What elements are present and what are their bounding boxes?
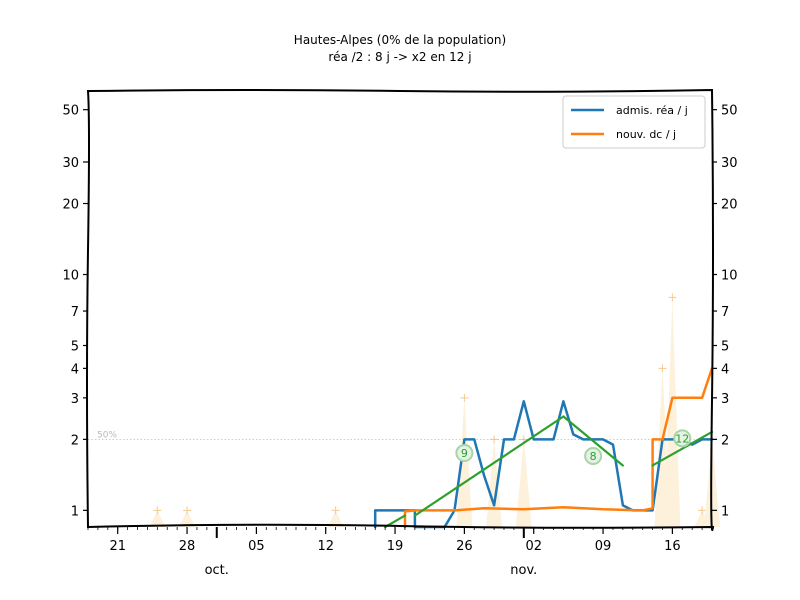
trend-lines-layer: [384, 415, 714, 529]
y-tick-label-right: 30: [721, 156, 738, 171]
y-tick-label-right: 50: [721, 104, 738, 119]
annotation-bubble: [673, 429, 692, 448]
chart-title: Hautes-Alpes (0% de la population): [294, 33, 506, 47]
legend-label-dc: nouv. dc / j: [616, 128, 676, 141]
y-tick-label-left: 2: [71, 433, 79, 448]
y-tick-label-right: 4: [721, 362, 729, 377]
doubling-annotations-layer: 9 8 12: [455, 429, 692, 466]
x-tick-label: 12: [317, 539, 334, 554]
x-tick-label: 19: [387, 539, 404, 554]
trend-line: [562, 415, 624, 467]
raw-value-marker: [668, 293, 677, 302]
raw-value-area: [664, 297, 681, 527]
month-label: nov.: [510, 563, 537, 578]
reference-line-label: 50%: [97, 430, 117, 440]
annotation-bubble: [455, 444, 474, 463]
y-tick-label-right: 5: [721, 340, 729, 355]
raw-value-area: [515, 439, 532, 527]
raw-value-marker: [460, 393, 469, 402]
y-tick-label-left: 5: [71, 340, 79, 355]
y-tick-label-right: 1: [721, 504, 729, 519]
raw-value-marker: [658, 364, 667, 373]
plot-frame: [86, 88, 715, 531]
x-tick-label: 02: [525, 539, 542, 554]
raw-value-area: [327, 510, 344, 527]
raw-value-marker: [153, 506, 162, 515]
annotation-label: 12: [675, 432, 689, 445]
y-tick-label-right: 3: [721, 392, 729, 407]
x-tick-label: 05: [248, 539, 265, 554]
y-tick-label-left: 1: [71, 504, 79, 519]
series-line-1: [403, 367, 714, 529]
chart-subtitle: réa /2 : 8 j -> x2 en 12 j: [328, 50, 471, 64]
raw-value-marker: [331, 506, 340, 515]
raw-value-marker: [698, 506, 707, 515]
annotation-bubble: [584, 447, 603, 466]
y-tick-label-right: 7: [721, 305, 729, 320]
y-tick-label-right: 20: [721, 198, 738, 213]
raw-value-marker: [183, 506, 192, 515]
raw-value-area: [149, 510, 166, 527]
x-tick-label: 09: [595, 539, 612, 554]
raw-value-area: [179, 510, 196, 527]
y-tick-label-left: 50: [62, 104, 79, 119]
y-tick-label-left: 7: [71, 305, 79, 320]
y-tick-label-left: 10: [62, 269, 79, 284]
x-tick-label: 16: [664, 539, 681, 554]
x-tick-label: 26: [456, 539, 473, 554]
reference-line-layer: 50%: [88, 430, 712, 440]
y-tick-label-right: 10: [721, 269, 738, 284]
trend-line: [413, 415, 565, 517]
y-tick-label-right: 2: [721, 433, 729, 448]
y-tick-label-left: 30: [62, 156, 79, 171]
raw-value-area: [456, 397, 473, 527]
legend-label-rea: admis. réa / j: [616, 104, 688, 117]
raw-value-area: [486, 439, 503, 527]
trend-line: [651, 430, 714, 467]
raw-series-layer: [149, 293, 720, 527]
legend: admis. réa / j nouv. dc / j: [562, 95, 706, 149]
x-tick-label: 21: [109, 539, 126, 554]
annotation-label: 9: [461, 447, 468, 460]
y-tick-label-left: 20: [62, 198, 79, 213]
x-tick-label: 28: [179, 539, 196, 554]
y-tick-label-left: 4: [71, 362, 79, 377]
y-tick-label-left: 3: [71, 392, 79, 407]
month-label: oct.: [205, 563, 229, 578]
annotation-label: 8: [590, 450, 597, 463]
